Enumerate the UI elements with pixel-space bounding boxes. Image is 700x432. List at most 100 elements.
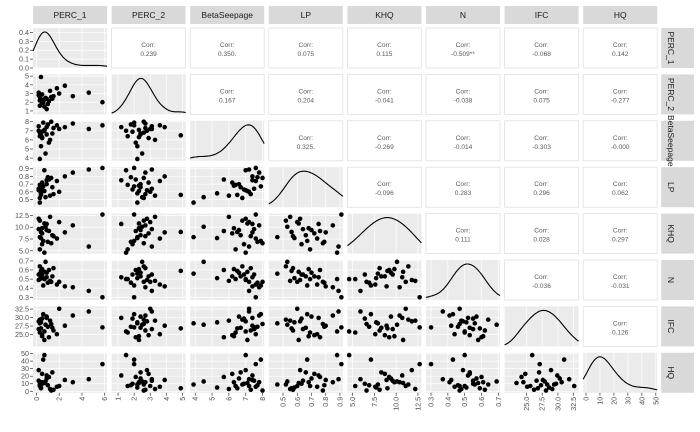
data-point	[243, 329, 248, 334]
data-point	[86, 167, 92, 172]
y-tick-label: 3	[25, 89, 29, 98]
strip-top	[426, 6, 500, 24]
data-point	[178, 229, 184, 235]
corr-panel	[189, 27, 265, 69]
data-point	[135, 143, 140, 149]
data-point	[36, 367, 41, 373]
data-point	[323, 230, 329, 235]
data-point	[320, 321, 326, 327]
density-curve	[190, 124, 265, 159]
data-point	[245, 269, 250, 275]
corr-label: Corr:	[534, 181, 549, 188]
data-point	[130, 187, 135, 192]
corr-value: 0.126	[612, 329, 629, 336]
data-point	[146, 274, 151, 279]
data-point	[39, 187, 45, 192]
data-point	[460, 367, 466, 373]
data-point	[248, 387, 254, 393]
data-point	[248, 328, 254, 333]
data-point	[157, 384, 163, 390]
data-point	[521, 379, 526, 385]
data-point	[141, 279, 147, 285]
x-tick-label: 0.5	[279, 397, 288, 407]
corr-label: Corr:	[298, 42, 313, 49]
data-point	[385, 326, 390, 331]
scatter-points	[118, 119, 184, 162]
strip-right-label: PERC_2	[666, 78, 676, 111]
strip-top-label: LP	[301, 10, 312, 20]
data-point	[275, 382, 280, 387]
y-tick-label: 0.9	[19, 164, 29, 173]
strip-top	[504, 6, 579, 24]
data-point	[394, 322, 400, 328]
data-point	[250, 373, 255, 378]
density-curve	[32, 31, 108, 67]
data-point	[62, 323, 68, 329]
data-point	[56, 279, 62, 285]
data-point	[485, 382, 491, 387]
data-point	[133, 177, 139, 182]
data-point	[322, 382, 327, 388]
data-point	[46, 267, 52, 273]
data-point	[543, 388, 549, 393]
corr-panel	[504, 213, 580, 255]
data-point	[141, 175, 147, 181]
data-point	[201, 322, 206, 328]
data-point	[38, 192, 44, 198]
data-point	[243, 250, 248, 255]
data-point	[253, 331, 259, 337]
data-point	[243, 276, 248, 282]
data-point	[138, 131, 143, 136]
data-point	[46, 140, 52, 145]
data-point	[56, 91, 62, 96]
density-curve	[111, 77, 186, 114]
y-tick-label: 20	[21, 372, 29, 381]
data-point	[143, 233, 148, 239]
data-point	[233, 330, 238, 335]
data-point	[44, 373, 49, 378]
strip-top	[33, 6, 107, 24]
data-point	[100, 123, 105, 128]
data-point	[260, 240, 265, 246]
corr-panel	[582, 74, 658, 115]
data-point	[149, 244, 155, 249]
data-point	[42, 104, 47, 109]
strip-right	[661, 120, 694, 161]
data-point	[317, 267, 323, 273]
data-point	[241, 187, 247, 192]
data-point	[47, 88, 53, 94]
data-point	[44, 124, 49, 130]
data-point	[214, 235, 220, 241]
data-point	[40, 311, 46, 317]
strip-right	[661, 352, 694, 393]
data-point	[131, 361, 137, 367]
data-point	[43, 151, 48, 156]
data-point	[44, 132, 49, 137]
data-point	[346, 276, 352, 282]
data-point	[38, 74, 44, 80]
data-point	[448, 323, 454, 329]
data-point	[300, 226, 306, 232]
data-point	[316, 373, 321, 378]
data-point	[382, 371, 388, 377]
y-tick-label: 0.0	[19, 64, 29, 73]
corr-panel	[504, 166, 580, 208]
data-point	[330, 284, 336, 290]
data-point	[403, 279, 409, 285]
data-point	[358, 376, 363, 382]
corr-label: Corr:	[456, 228, 471, 235]
data-point	[70, 121, 76, 126]
y-tick-label: 6	[25, 135, 29, 144]
corr-panel	[189, 74, 265, 115]
data-point	[135, 321, 140, 326]
data-point	[256, 170, 262, 175]
scatter-points	[36, 212, 105, 255]
data-point	[50, 184, 55, 190]
data-point	[248, 233, 254, 239]
corr-panel	[504, 74, 580, 115]
data-point	[100, 325, 105, 330]
scatter-points	[36, 259, 105, 300]
data-point	[320, 240, 326, 246]
data-point	[38, 385, 44, 391]
data-point	[413, 318, 418, 323]
